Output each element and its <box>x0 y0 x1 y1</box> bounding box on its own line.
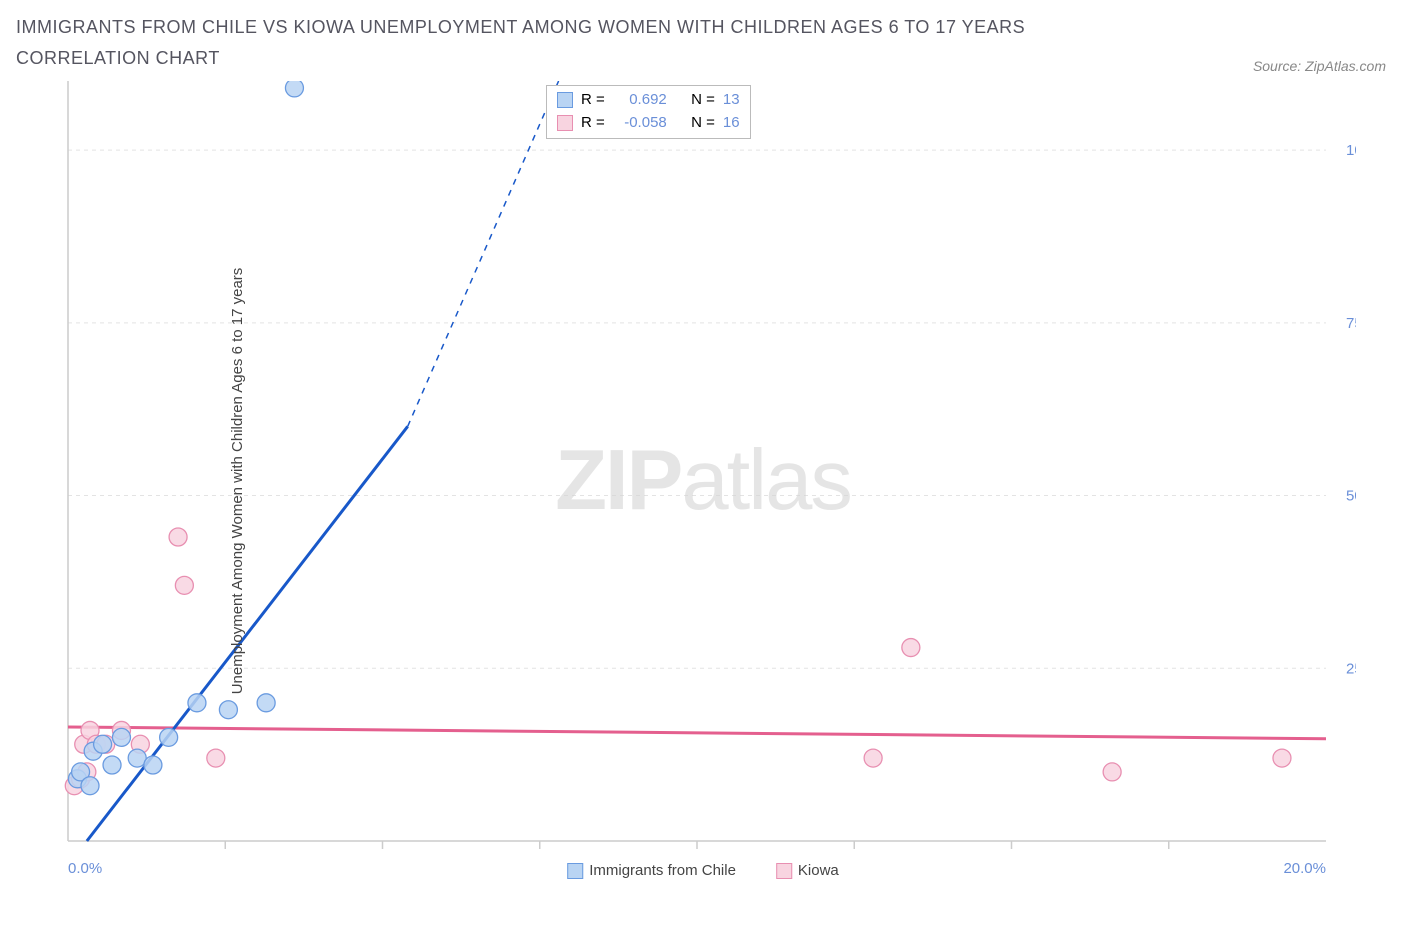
legend-item-2: Kiowa <box>776 862 839 879</box>
svg-text:100.0%: 100.0% <box>1346 142 1356 159</box>
svg-text:0.0%: 0.0% <box>68 860 102 877</box>
swatch-series-1 <box>557 92 573 108</box>
legend-label-2: Kiowa <box>798 862 839 879</box>
legend-label-1: Immigrants from Chile <box>589 862 736 879</box>
stat-r-label: R = <box>581 112 605 135</box>
stats-legend-box: R = 0.692 N = 13 R = -0.058 N = 16 <box>546 85 751 139</box>
stats-row-series-2: R = -0.058 N = 16 <box>557 112 740 135</box>
scatter-plot: 0.0% 20.0% 25.0% 50.0% 75.0% 100.0% <box>16 81 1356 881</box>
stat-n-value-2: 16 <box>723 112 740 135</box>
legend-swatch-2 <box>776 863 792 879</box>
legend-item-1: Immigrants from Chile <box>567 862 736 879</box>
stat-n-value-1: 13 <box>723 89 740 112</box>
stat-r-label: R = <box>581 89 605 112</box>
source-attribution: Source: ZipAtlas.com <box>1253 58 1386 74</box>
svg-text:20.0%: 20.0% <box>1283 860 1326 877</box>
stat-n-label: N = <box>691 112 715 135</box>
svg-text:50.0%: 50.0% <box>1346 488 1356 505</box>
svg-text:25.0%: 25.0% <box>1346 660 1356 677</box>
legend-swatch-1 <box>567 863 583 879</box>
y-axis-label: Unemployment Among Women with Children A… <box>229 268 246 695</box>
legend: Immigrants from Chile Kiowa <box>567 862 839 879</box>
stat-r-value-2: -0.058 <box>613 112 667 135</box>
chart-container: Unemployment Among Women with Children A… <box>16 81 1390 881</box>
chart-title: IMMIGRANTS FROM CHILE VS KIOWA UNEMPLOYM… <box>16 12 1116 73</box>
stats-row-series-1: R = 0.692 N = 13 <box>557 89 740 112</box>
stat-r-value-1: 0.692 <box>613 89 667 112</box>
stat-n-label: N = <box>691 89 715 112</box>
swatch-series-2 <box>557 115 573 131</box>
svg-text:75.0%: 75.0% <box>1346 315 1356 332</box>
